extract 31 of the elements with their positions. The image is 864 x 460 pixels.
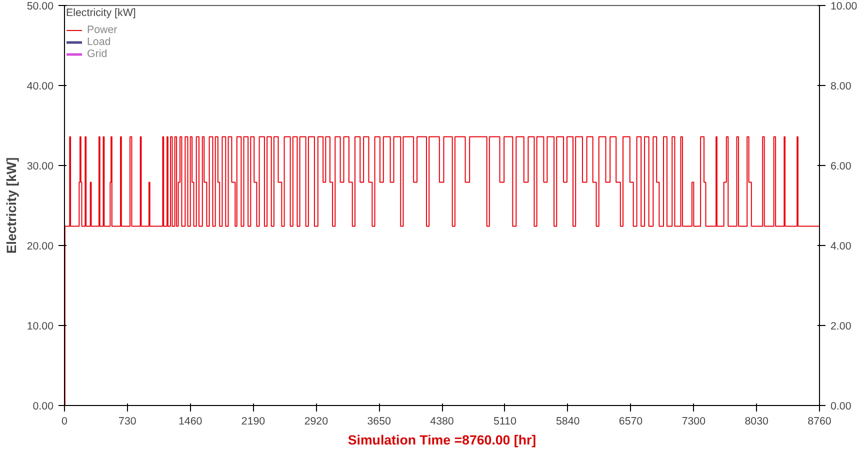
legend-label: Power — [87, 24, 118, 36]
x-tick-label: 730 — [118, 416, 136, 428]
x-tick-label: 6570 — [618, 416, 643, 428]
y-tick-label: 40.00 — [26, 80, 54, 92]
x-axis-title: Simulation Time =8760.00 [hr] — [348, 432, 536, 448]
y-tick-label: 30.00 — [26, 160, 54, 172]
x-tick-label: 1460 — [178, 416, 202, 428]
x-tick-label: 2920 — [304, 416, 328, 428]
y2-tick-label: 2.00 — [830, 320, 852, 332]
x-tick-label: 8760 — [808, 416, 832, 428]
x-tick-label: 3650 — [367, 416, 392, 428]
x-tick-label: 5840 — [556, 416, 580, 428]
y2-tick-label: 4.00 — [830, 240, 852, 252]
y2-tick-label: 6.00 — [830, 160, 852, 172]
x-tick-label: 5110 — [493, 416, 516, 428]
y2-tick-label: 10.00 — [830, 0, 858, 12]
x-tick-label: 8030 — [744, 416, 769, 428]
legend-title: Electricity [kW] — [66, 7, 136, 19]
y2-tick-label: 8.00 — [830, 80, 852, 92]
y-tick-label: 10.00 — [26, 320, 54, 332]
y-axis-title: Electricity [kW] — [4, 157, 19, 254]
y-tick-label: 20.00 — [26, 240, 54, 252]
x-tick-label: 2190 — [241, 416, 266, 428]
x-tick-label: 4380 — [430, 416, 454, 428]
x-tick-label: 7300 — [682, 416, 706, 428]
legend-label: Grid — [87, 48, 108, 60]
y2-tick-label: 0.00 — [830, 400, 852, 412]
y-tick-label: 50.00 — [26, 0, 54, 12]
legend-label: Load — [87, 36, 111, 48]
y-tick-label: 0.00 — [32, 400, 54, 412]
x-tick-label: 0 — [62, 416, 68, 428]
